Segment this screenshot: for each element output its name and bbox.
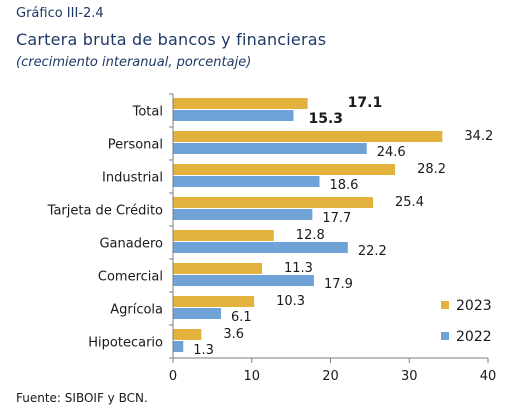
x-tick-label: 30 — [401, 369, 418, 384]
bar-2022 — [173, 110, 294, 121]
data-label: 10.3 — [276, 294, 305, 309]
bar-2022 — [173, 308, 222, 319]
source-note: Fuente: SIBOIF y BCN. — [16, 391, 148, 405]
bar-2023 — [173, 98, 308, 109]
bar-2023 — [173, 164, 396, 175]
axes-group: Total Personal Industrial Tarjeta de Crédit… — [47, 93, 497, 384]
data-label: 34.2 — [464, 129, 493, 144]
legend: 2023 2022 — [441, 298, 492, 345]
value-labels-group: 17.1 15.3 34.2 24.6 28.2 18.6 25.4 17.7 12.8 22.2… — [193, 95, 493, 358]
bar-2022 — [173, 176, 320, 187]
data-label: 3.6 — [223, 327, 244, 342]
bars-group — [173, 98, 443, 352]
data-label: 25.4 — [395, 195, 424, 210]
figure-label: Gráfico III-2.4 — [16, 6, 104, 21]
data-label: 22.2 — [358, 244, 387, 259]
data-label: 15.3 — [308, 111, 343, 127]
category-label: Agrícola — [110, 303, 163, 318]
category-label: Total — [132, 105, 163, 120]
category-label: Tarjeta de Crédito — [47, 204, 163, 219]
bar-2023 — [173, 197, 374, 208]
x-tick-label: 20 — [322, 369, 339, 384]
legend-swatch-2022 — [441, 332, 449, 340]
bar-2023 — [173, 230, 274, 241]
category-label: Ganadero — [99, 237, 163, 252]
bar-2023 — [173, 263, 262, 274]
data-label: 1.3 — [193, 343, 214, 358]
legend-label: 2023 — [456, 298, 492, 314]
category-label: Personal — [108, 138, 163, 153]
x-tick-label: 10 — [243, 369, 260, 384]
x-tick-label: 40 — [480, 369, 497, 384]
data-label: 6.1 — [231, 310, 252, 325]
bar-2022 — [173, 143, 367, 154]
bar-2022 — [173, 242, 348, 253]
x-tick-label: 0 — [169, 369, 177, 384]
bar-2022 — [173, 275, 314, 286]
bar-2023 — [173, 296, 255, 307]
data-label: 18.6 — [329, 178, 358, 193]
chart-subtitle: (crecimiento interanual, porcentaje) — [16, 55, 252, 70]
bar-2023 — [173, 131, 443, 142]
bar-2022 — [173, 209, 313, 220]
category-label: Hipotecario — [88, 336, 163, 351]
chart-title: Cartera bruta de bancos y financieras — [16, 30, 327, 49]
data-label: 12.8 — [296, 228, 325, 243]
data-label: 28.2 — [417, 162, 446, 177]
legend-swatch-2023 — [441, 301, 449, 309]
data-label: 11.3 — [284, 261, 313, 276]
data-label: 17.7 — [322, 211, 351, 226]
bar-2023 — [173, 329, 202, 340]
data-label: 17.1 — [348, 95, 383, 111]
legend-label: 2022 — [456, 329, 492, 345]
bar-2022 — [173, 341, 184, 352]
data-label: 17.9 — [324, 277, 353, 292]
category-label: Industrial — [102, 171, 163, 186]
category-label: Comercial — [98, 270, 163, 285]
data-label: 24.6 — [377, 145, 406, 160]
